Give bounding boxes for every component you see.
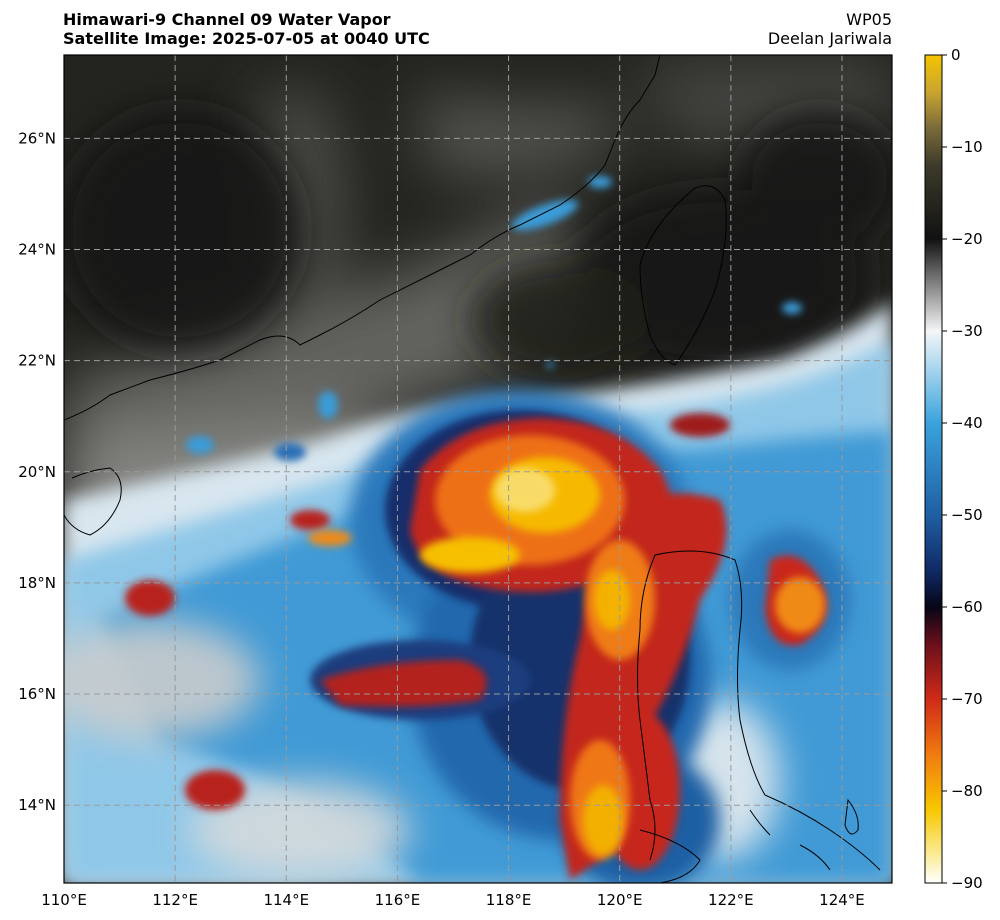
colorbar-tick-label: −50: [951, 506, 983, 524]
lon-tick-label: 114°E: [263, 891, 309, 909]
colorbar-tick-label: −90: [951, 874, 983, 892]
colorbar-tick-label: −40: [951, 414, 983, 432]
colorbar-tick-label: −80: [951, 782, 983, 800]
lat-tick-label: 22°N: [18, 352, 56, 370]
lat-tick-label: 18°N: [18, 574, 56, 592]
coastline-philippines-islands: [749, 809, 831, 871]
coastline-china: [64, 55, 661, 421]
coastline-samar: [844, 798, 859, 835]
colorbar-ticks: 0 −10 −20 −30 −40 −50 −60 −70 −80 −90: [942, 46, 983, 892]
coastlines: [64, 55, 881, 883]
coastline-taiwan: [639, 185, 727, 366]
map-frame: [63, 54, 893, 884]
colorbar-tick-label: −10: [951, 138, 983, 156]
colorbar-tick-label: −70: [951, 690, 983, 708]
lon-tick-label: 110°E: [41, 891, 87, 909]
lat-tick-label: 16°N: [18, 685, 56, 703]
lon-tick-label: 124°E: [819, 891, 865, 909]
title-line-1: Himawari-9 Channel 09 Water Vapor: [63, 10, 391, 29]
water-vapor-imagery: [64, 55, 892, 883]
colorbar-tick-label: −20: [951, 230, 983, 248]
coastline-luzon: [637, 550, 881, 871]
figure-credit: WP05 Deelan Jariwala: [768, 10, 892, 48]
lat-tick-label: 26°N: [18, 129, 56, 147]
storm-id-label: WP05: [846, 10, 892, 29]
coastline-mindoro: [639, 829, 701, 883]
gridlines: [64, 55, 892, 883]
lat-tick-label: 20°N: [18, 463, 56, 481]
longitude-ticks: 110°E 112°E 114°E 116°E 118°E 120°E 122°E 124°E: [41, 891, 865, 909]
lon-tick-label: 120°E: [597, 891, 643, 909]
lon-tick-label: 122°E: [708, 891, 754, 909]
colorbar: 0 −10 −20 −30 −40 −50 −60 −70 −80 −90: [924, 46, 983, 892]
coastline-hainan: [64, 467, 122, 536]
colorbar-tick-label: 0: [951, 46, 961, 64]
colorbar-scale: [924, 54, 943, 884]
latitude-ticks: 14°N 16°N 18°N 20°N 22°N 24°N 26°N: [18, 129, 56, 814]
lon-tick-label: 118°E: [486, 891, 532, 909]
lon-tick-label: 112°E: [152, 891, 198, 909]
title-line-2: Satellite Image: 2025-07-05 at 0040 UTC: [63, 29, 430, 48]
colorbar-tick-label: −60: [951, 598, 983, 616]
lat-tick-label: 24°N: [18, 240, 56, 258]
author-label: Deelan Jariwala: [767, 29, 892, 48]
lon-tick-label: 116°E: [375, 891, 421, 909]
figure-title: Himawari-9 Channel 09 Water Vapor Satell…: [63, 10, 430, 48]
colorbar-tick-label: −30: [951, 322, 983, 340]
lat-tick-label: 14°N: [18, 796, 56, 814]
